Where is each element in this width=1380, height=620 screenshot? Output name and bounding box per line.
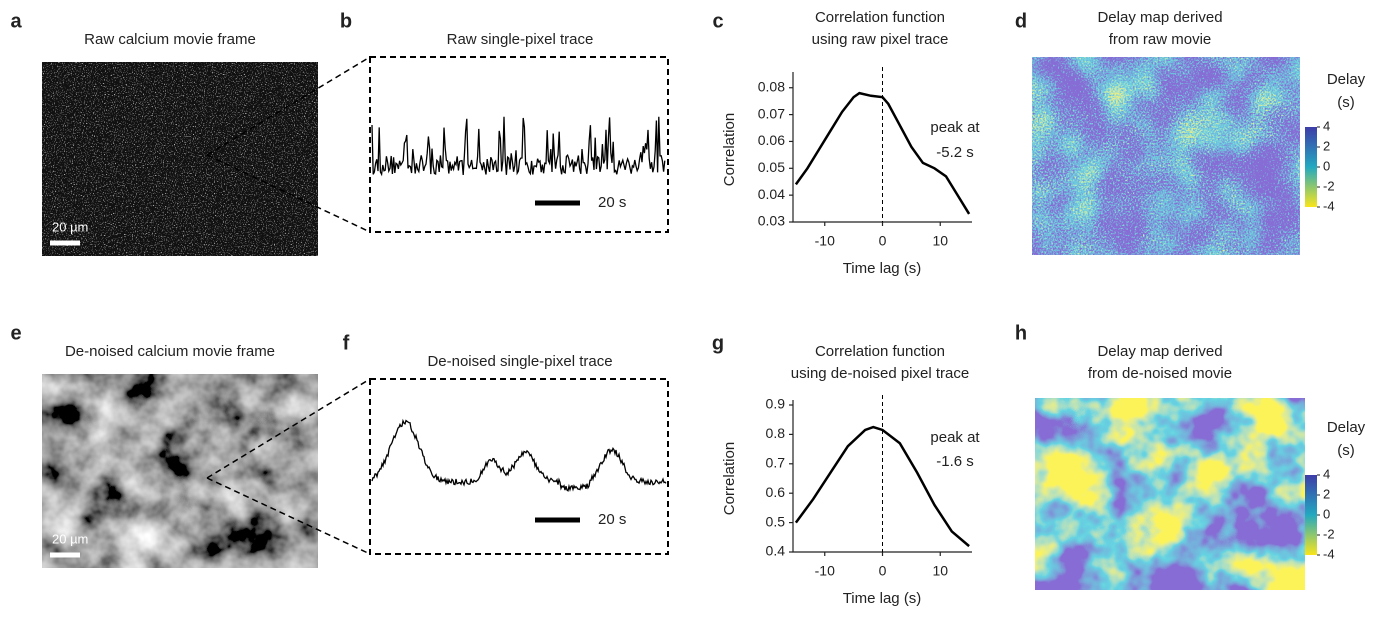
panel-letter: d — [1015, 10, 1027, 32]
x-tick-label: 10 — [932, 563, 948, 579]
y-tick-label: 0.07 — [758, 105, 785, 121]
colorbar-tick-label: 2 — [1323, 138, 1330, 153]
y-axis-label: Correlation — [721, 113, 738, 186]
annotation: -1.6 s — [936, 453, 974, 470]
colorbar-tick-label: -4 — [1323, 546, 1335, 561]
y-axis-label: Correlation — [721, 442, 738, 515]
panel-letter: g — [712, 332, 724, 354]
scale-bar-label: 20 s — [598, 511, 626, 528]
colorbar-tick-label: 0 — [1323, 158, 1330, 173]
annotation: -5.2 s — [936, 144, 974, 161]
y-tick-label: 0.03 — [758, 213, 785, 229]
zoom-line — [206, 56, 371, 156]
x-axis-label: Time lag (s) — [843, 590, 922, 607]
panel-title: from de-noised movie — [1088, 365, 1232, 382]
y-tick-label: 0.6 — [766, 484, 786, 500]
x-tick-label: -10 — [815, 563, 835, 579]
annotation: peak at — [930, 119, 980, 136]
zoom-box — [369, 378, 669, 555]
panel-letter: f — [343, 332, 350, 354]
panel-title: Raw single-pixel trace — [447, 31, 594, 48]
colorbar-tick-label: 4 — [1323, 466, 1330, 481]
y-tick-label: 0.04 — [758, 186, 785, 202]
chart-title: Correlation function — [815, 9, 945, 26]
panel-title: Delay map derived — [1097, 9, 1222, 26]
zoom-line — [206, 154, 371, 233]
colorbar-tick-label: 4 — [1323, 118, 1330, 133]
trace — [371, 418, 667, 492]
x-axis-label: Time lag (s) — [843, 260, 922, 277]
y-tick-label: 0.08 — [758, 78, 785, 94]
panel-letter: a — [10, 10, 22, 32]
chart-title: using raw pixel trace — [812, 31, 949, 48]
y-tick-label: 0.5 — [766, 513, 786, 529]
colorbar-tick-label: -2 — [1323, 178, 1335, 193]
y-tick-label: 0.4 — [766, 543, 786, 559]
delay-map — [1032, 57, 1300, 255]
colorbar-label: Delay — [1327, 71, 1366, 88]
y-tick-label: 0.05 — [758, 159, 785, 175]
y-tick-label: 0.8 — [766, 425, 786, 441]
colorbar-label: (s) — [1337, 94, 1355, 111]
chart-title: Correlation function — [815, 343, 945, 360]
colorbar-label: (s) — [1337, 442, 1355, 459]
scale-bar-label: 20 s — [598, 194, 626, 211]
correlation-line — [794, 425, 970, 548]
correlation-line — [794, 91, 971, 215]
colorbar-tick-label: 2 — [1323, 486, 1330, 501]
colorbar-label: Delay — [1327, 419, 1366, 436]
panel-letter: b — [340, 10, 352, 32]
panel-title: Delay map derived — [1097, 343, 1222, 360]
colorbar-tick-label: -4 — [1323, 198, 1335, 213]
x-tick-label: 0 — [879, 233, 887, 249]
colorbar — [1305, 475, 1317, 555]
scale-bar-label: 20 µm — [52, 531, 88, 546]
colorbar-tick-label: -2 — [1323, 526, 1335, 541]
x-tick-label: -10 — [815, 233, 835, 249]
colorbar-tick-label: 0 — [1323, 506, 1330, 521]
y-tick-label: 0.7 — [766, 455, 786, 471]
panel-title: De-noised single-pixel trace — [427, 353, 612, 370]
zoom-line — [206, 378, 371, 479]
y-tick-label: 0.06 — [758, 132, 785, 148]
delay-map — [1035, 398, 1305, 590]
panel-title: from raw movie — [1109, 31, 1212, 48]
x-tick-label: 10 — [932, 233, 948, 249]
y-tick-label: 0.9 — [766, 396, 786, 412]
panel-title: De-noised calcium movie frame — [65, 343, 275, 360]
chart-title: using de-noised pixel trace — [791, 365, 969, 382]
zoom-box — [369, 56, 669, 233]
x-tick-label: 0 — [879, 563, 887, 579]
panel-letter: c — [712, 10, 723, 32]
colorbar — [1305, 127, 1317, 207]
panel-title: Raw calcium movie frame — [84, 31, 256, 48]
panel-letter: h — [1015, 322, 1027, 344]
movie-frame — [42, 374, 318, 568]
movie-frame — [42, 62, 318, 256]
scale-bar-label: 20 µm — [52, 219, 88, 234]
annotation: peak at — [930, 429, 980, 446]
panel-letter: e — [10, 322, 21, 344]
trace — [371, 116, 666, 177]
